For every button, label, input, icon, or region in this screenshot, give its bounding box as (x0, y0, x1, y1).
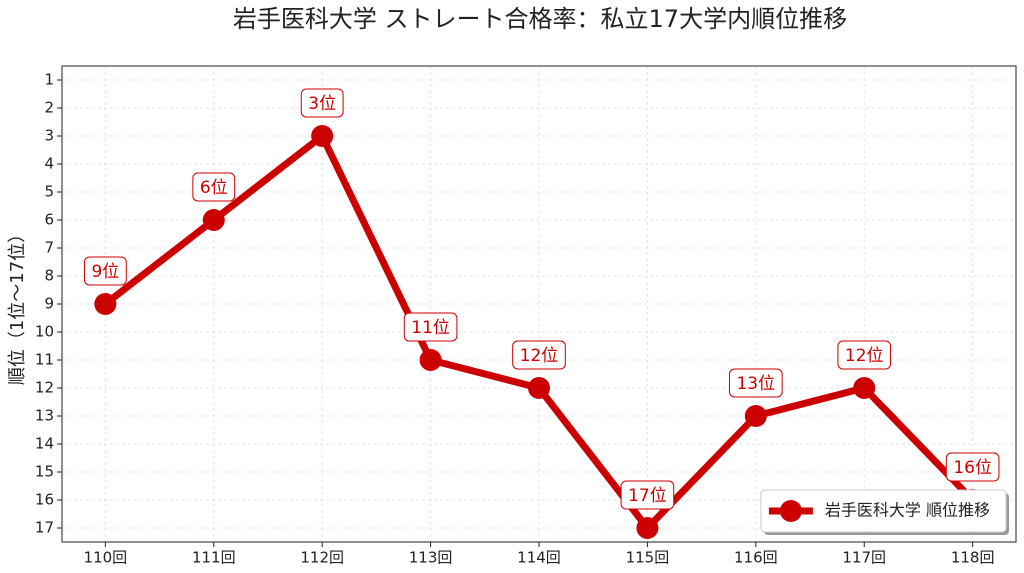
point (94, 293, 117, 315)
x-tick-label: 117回 (842, 549, 886, 567)
value-label-text: 12位 (845, 346, 884, 366)
value-label-box (620, 480, 675, 510)
y-tick-label: 6 (44, 211, 54, 229)
point (528, 377, 550, 399)
value-label-text: 11位 (411, 318, 450, 338)
value-label-box (512, 340, 566, 370)
y-tick-label: 10 (35, 323, 54, 341)
legend-marker (779, 500, 802, 522)
x-tick-label: 115回 (626, 549, 670, 567)
x-tick-label: 114回 (517, 549, 561, 567)
y-tick-label: 15 (35, 463, 54, 481)
value-label-box (837, 340, 892, 370)
value-label-box (192, 172, 236, 202)
legend-box (760, 489, 1007, 533)
y-tick-label: 4 (44, 155, 54, 173)
value-label: 16位 (945, 452, 1000, 482)
y-tick-label: 12 (35, 379, 54, 397)
point (419, 349, 442, 371)
value-label-text: 3位 (308, 94, 336, 114)
y-tick-label: 1 (44, 71, 54, 89)
point (202, 209, 225, 231)
value-label-box (403, 312, 458, 342)
value-label-box (300, 88, 344, 118)
value-label: 12位 (512, 340, 566, 370)
value-label-box (945, 452, 1000, 482)
value-label: 9位 (83, 256, 127, 286)
value-label-text: 16位 (953, 458, 992, 478)
y-tick-label: 3 (44, 127, 54, 145)
y-tick-label: 7 (44, 239, 54, 257)
value-label-text: 13位 (736, 374, 775, 394)
value-label-box (83, 256, 127, 286)
value-label: 3位 (300, 88, 344, 118)
value-label-text: 6位 (200, 178, 228, 198)
x-tick-label: 113回 (409, 549, 453, 567)
x-tick-label: 111回 (192, 549, 236, 567)
value-label-box (728, 368, 783, 398)
chart-title: 岩手医科大学 ストレート合格率：私立17大学内順位推移 (233, 5, 847, 33)
plot-frame (61, 65, 1017, 543)
value-label: 11位 (403, 312, 458, 342)
y-tick-label: 13 (35, 407, 54, 425)
value-label: 13位 (728, 368, 783, 398)
y-tick-label: 11 (35, 351, 54, 369)
y-tick-label: 2 (44, 99, 54, 117)
point (311, 125, 334, 147)
point (744, 405, 767, 427)
y-tick-label: 14 (35, 435, 54, 453)
y-tick-label: 16 (35, 491, 54, 509)
x-tick-label: 112回 (300, 549, 344, 567)
x-tick-label: 116回 (734, 549, 778, 567)
value-label-text: 17位 (628, 486, 667, 506)
x-tick-label: 110回 (84, 549, 128, 567)
y-axis-label: 順位（1位～17位） (7, 225, 28, 385)
y-tick-label: 17 (35, 519, 54, 537)
value-label: 17位 (620, 480, 675, 510)
x-tick-label: 118回 (951, 549, 995, 567)
y-tick-label: 8 (44, 267, 54, 285)
y-tick-label: 9 (44, 295, 54, 313)
value-label: 6位 (192, 172, 236, 202)
value-label-text: 12位 (520, 346, 559, 366)
point (636, 517, 659, 539)
y-tick-label: 5 (44, 183, 54, 201)
legend: 岩手医科大学 順位推移 (760, 489, 1009, 535)
legend-label: 岩手医科大学 順位推移 (825, 501, 990, 520)
point (853, 377, 876, 399)
value-label: 12位 (837, 340, 892, 370)
value-label-text: 9位 (91, 262, 119, 282)
